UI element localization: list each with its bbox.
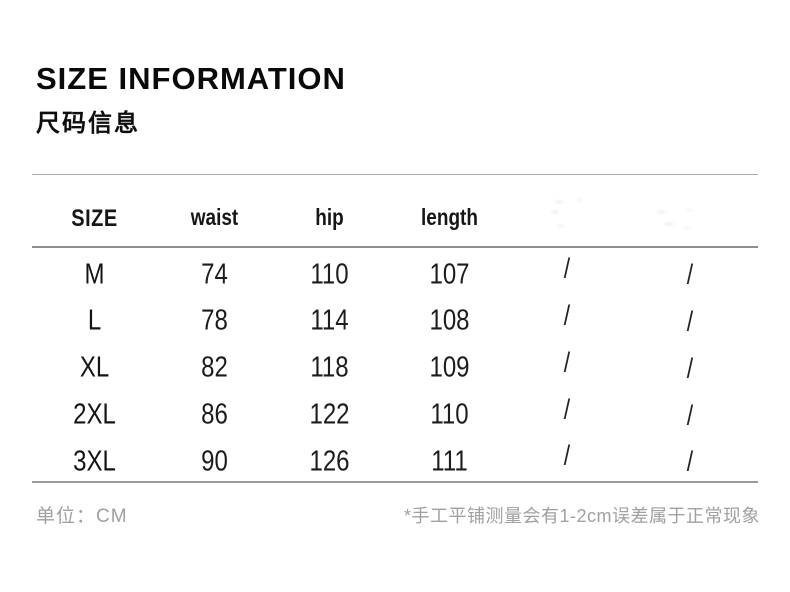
column-header-blank-5 <box>622 175 758 247</box>
size-label-cell: 3XL <box>73 444 116 478</box>
column-header-blank-4 <box>512 175 622 247</box>
value-cell: 78 <box>201 304 228 337</box>
value-cell: / <box>686 258 694 290</box>
value-cell: 118 <box>310 351 349 384</box>
table-row: XL 82 118 109 / / <box>32 341 758 388</box>
page-subtitle: 尺码信息 <box>36 109 140 137</box>
value-cell: / <box>563 439 571 471</box>
table-row: 2XL 86 122 110 / / <box>32 388 758 435</box>
title-block: SIZE INFORMATION 尺码信息 <box>36 61 346 138</box>
value-cell: / <box>686 398 694 430</box>
table-row: M 74 110 107 / / <box>32 247 758 294</box>
value-cell: 111 <box>431 444 468 478</box>
table-header-row: SIZE waist hip length <box>32 174 758 247</box>
size-label-cell: L <box>87 304 102 337</box>
footer: 单位：CM *手工平铺测量会有1-2cm误差属于正常现象 <box>36 501 760 528</box>
size-label-cell: 2XL <box>73 398 116 431</box>
value-cell: 109 <box>429 351 470 384</box>
value-cell: 90 <box>201 444 228 478</box>
value-cell: / <box>563 252 571 284</box>
value-cell: / <box>686 445 694 477</box>
value-cell: / <box>563 345 571 377</box>
size-label-cell: M <box>84 257 105 291</box>
column-header-hip: hip <box>315 206 344 232</box>
value-cell: 110 <box>430 398 469 431</box>
value-cell: 82 <box>201 351 228 384</box>
size-table-container: SIZE waist hip length M 74 110 107 / / L 78 114 108 /… <box>32 174 758 483</box>
value-cell: 108 <box>429 304 470 337</box>
value-cell: / <box>563 392 571 424</box>
table-body: M 74 110 107 / / L 78 114 108 / / XL 82 118 109 / / 2XL 86 1… <box>32 247 758 482</box>
page-title: SIZE INFORMATION <box>36 61 346 96</box>
value-cell: 110 <box>310 257 349 291</box>
value-cell: 122 <box>309 398 350 431</box>
column-header-SIZE: SIZE <box>71 205 118 232</box>
unit-label: 单位：CM <box>36 506 128 527</box>
column-header-length: length <box>421 206 478 232</box>
column-header-waist: waist <box>190 206 239 232</box>
value-cell: / <box>686 304 694 336</box>
value-cell: 74 <box>201 257 228 291</box>
value-cell: 126 <box>309 444 350 478</box>
table-row: 3XL 90 126 111 / / <box>32 435 758 482</box>
value-cell: 114 <box>310 304 349 337</box>
value-cell: / <box>563 298 571 330</box>
value-cell: 107 <box>429 257 470 291</box>
value-cell: / <box>686 351 694 383</box>
measurement-note: *手工平铺测量会有1-2cm误差属于正常现象 <box>403 506 760 526</box>
size-label-cell: XL <box>79 351 110 384</box>
table-row: L 78 114 108 / / <box>32 294 758 341</box>
size-table: SIZE waist hip length M 74 110 107 / / L 78 114 108 /… <box>32 174 758 483</box>
value-cell: 86 <box>201 398 228 431</box>
